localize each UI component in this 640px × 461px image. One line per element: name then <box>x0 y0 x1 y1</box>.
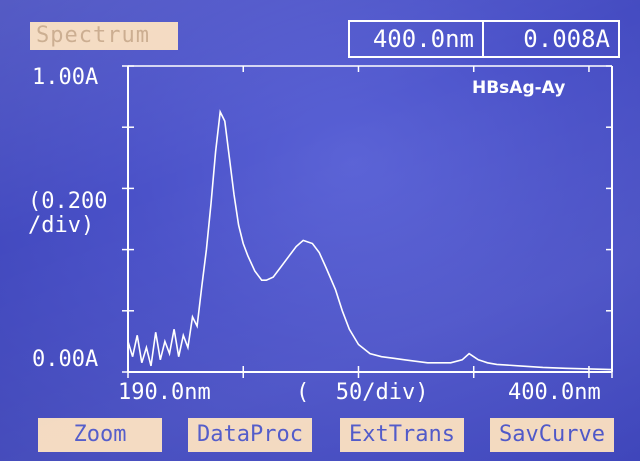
x-scale-label: ( 50/div) <box>296 380 429 405</box>
wavelength-readout: 400.0nm <box>348 20 484 58</box>
chart-axes <box>127 65 613 373</box>
x-left-label: 190.0nm <box>118 380 211 405</box>
mode-label: Spectrum <box>30 22 178 50</box>
x-right-label: 400.0nm <box>508 380 601 405</box>
y-scale-label-1: (0.200 <box>28 189 108 214</box>
absorbance-readout: 0.008A <box>482 20 620 58</box>
y-scale-label-2: /div) <box>28 213 95 238</box>
y-bottom-label: 0.00A <box>32 347 99 372</box>
chart-ticks <box>122 65 613 378</box>
exttrans-button[interactable]: ExtTrans <box>340 418 464 452</box>
y-top-label: 1.00A <box>32 65 99 90</box>
savcurve-button[interactable]: SavCurve <box>490 418 614 452</box>
spectrum-trace <box>127 109 613 371</box>
zoom-button[interactable]: Zoom <box>38 418 162 452</box>
dataproc-button[interactable]: DataProc <box>188 418 312 452</box>
chart-title: HBsAg-Ay <box>472 78 566 98</box>
